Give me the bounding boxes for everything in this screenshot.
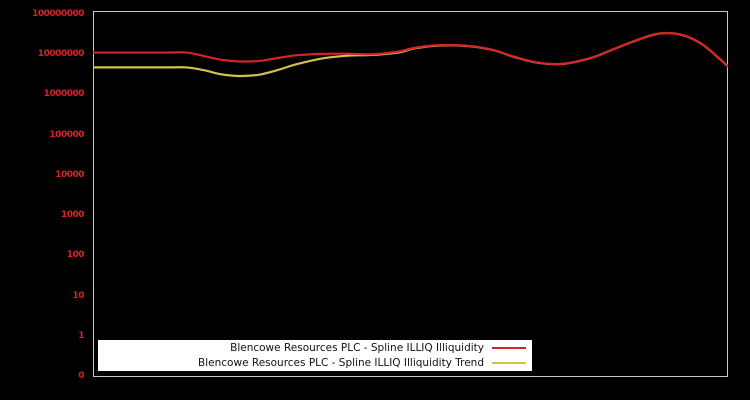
y-axis-tick-label: 0 <box>78 371 84 381</box>
y-axis-tick-label: 1000000 <box>43 89 85 100</box>
y-axis-tick-label: 10000 <box>55 169 84 180</box>
y-axis-tick-label: 1000 <box>60 210 85 221</box>
legend-color-swatch <box>492 347 526 349</box>
y-axis-tick-label: 100 <box>66 250 85 261</box>
legend-item: Blencowe Resources PLC - Spline ILLIQ Il… <box>98 356 526 371</box>
y-axis: 100000000 10000000 1000000 100000 10000 1000 1… <box>0 0 88 400</box>
legend: Blencowe Resources PLC - Spline ILLIQ Il… <box>98 340 532 371</box>
legend-item: Blencowe Resources PLC - Spline ILLIQ Il… <box>98 341 526 356</box>
legend-color-swatch <box>492 362 526 364</box>
y-axis-tick-label: 10000000 <box>37 49 85 60</box>
plot-area <box>93 11 728 377</box>
y-axis-tick-label: 1 <box>78 330 84 341</box>
y-axis-tick-label: 100000 <box>49 129 84 140</box>
legend-item-label: Blencowe Resources PLC - Spline ILLIQ Il… <box>198 357 484 369</box>
legend-item-label: Blencowe Resources PLC - Spline ILLIQ Il… <box>230 342 484 354</box>
y-axis-tick-label: 100000000 <box>32 9 84 19</box>
y-axis-tick-label: 10 <box>72 290 84 301</box>
